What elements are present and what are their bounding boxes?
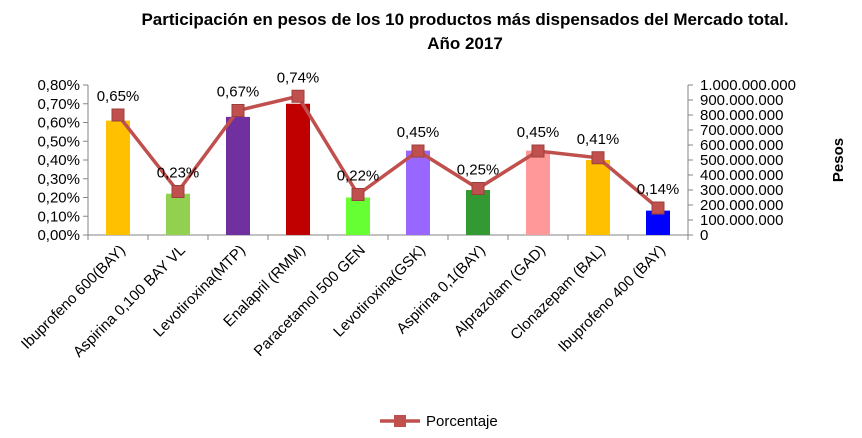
right-axis-label: Pesos	[830, 138, 847, 182]
left-axis-tick-label: 0,10%	[37, 208, 80, 225]
bar	[226, 116, 250, 235]
left-axis-tick-label: 0,80%	[37, 77, 80, 94]
line-point-marker	[351, 188, 365, 201]
data-label: 0,45%	[517, 124, 560, 141]
data-label: 0,45%	[397, 124, 440, 141]
legend-marker	[394, 415, 406, 427]
left-axis-tick-label: 0,50%	[37, 133, 80, 150]
right-axis-tick-label: 0	[700, 227, 708, 244]
data-label: 0,25%	[457, 162, 500, 179]
right-axis-tick-label: 300.000.000	[700, 182, 783, 199]
bar	[106, 120, 130, 235]
right-axis-tick-label: 900.000.000	[700, 92, 783, 109]
bar	[646, 210, 670, 235]
bar	[526, 150, 550, 235]
bar	[466, 190, 490, 235]
line-series-porcentaje	[116, 94, 660, 210]
bar	[286, 103, 310, 235]
chart-subtitle: Año 2017	[427, 34, 503, 53]
data-label: 0,23%	[157, 165, 200, 182]
right-axis-tick-label: 700.000.000	[700, 122, 783, 139]
legend-label: Porcentaje	[426, 413, 498, 430]
line-point-marker	[291, 89, 305, 103]
bar	[406, 150, 430, 235]
line-point-marker	[531, 144, 545, 158]
category-label: Paracetamol 500 GEN	[251, 242, 369, 360]
data-label: 0,14%	[637, 181, 680, 198]
right-axis-tick-label: 100.000.000	[700, 212, 783, 229]
right-axis-tick-label: 200.000.000	[700, 197, 783, 214]
category-label: Ibuprofeno 400 (BAY)	[555, 242, 669, 356]
bar	[346, 197, 370, 235]
chart-title: Participación en pesos de los 10 product…	[141, 10, 789, 29]
line-point-marker	[471, 182, 485, 195]
line-point-marker	[231, 104, 245, 117]
right-axis-tick-label: 400.000.000	[700, 167, 783, 184]
right-axis-tick-label: 800.000.000	[700, 107, 783, 124]
left-axis-tick-label: 0,30%	[37, 171, 80, 188]
bar	[166, 193, 190, 235]
line-point-marker	[171, 185, 185, 198]
right-axis-tick-label: 500.000.000	[700, 152, 783, 169]
right-axis-tick-label: 600.000.000	[700, 137, 783, 154]
category-label: Ibuprofeno 600(BAY)	[18, 242, 129, 353]
line-point-marker	[591, 151, 605, 165]
right-axis-tick-label: 1.000.000.000	[700, 77, 796, 94]
left-axis-tick-label: 0,70%	[37, 96, 80, 113]
category-label: Aspirina 0,100 BAY VL	[70, 242, 189, 361]
line-point-marker	[651, 201, 665, 215]
data-label: 0,41%	[577, 131, 620, 148]
data-label: 0,74%	[277, 69, 320, 86]
data-label: 0,22%	[337, 168, 380, 185]
left-axis-tick-label: 0,60%	[37, 115, 80, 132]
data-label: 0,67%	[217, 84, 260, 101]
left-axis-tick-label: 0,40%	[37, 152, 80, 169]
left-axis-tick-label: 0,20%	[37, 190, 80, 207]
data-label: 0,65%	[97, 88, 140, 105]
line-point-marker	[111, 108, 125, 122]
bar	[586, 160, 610, 235]
line-point-marker	[411, 144, 425, 158]
left-axis-tick-label: 0,00%	[37, 227, 80, 244]
